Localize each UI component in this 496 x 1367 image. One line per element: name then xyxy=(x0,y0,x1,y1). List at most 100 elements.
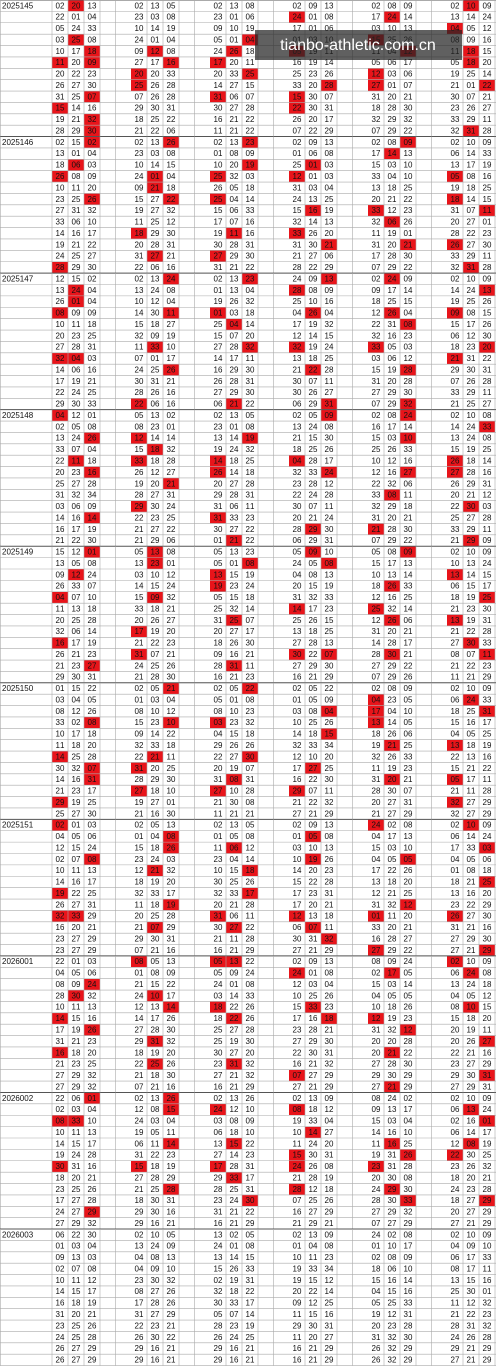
hit-cell xyxy=(479,421,495,433)
number-row: 16 18 19 xyxy=(56,1299,98,1308)
hit-cell xyxy=(147,557,163,569)
hit-cell xyxy=(226,1138,242,1150)
number-row: 13 24 08 xyxy=(451,434,493,443)
number-row: 30 32 07 xyxy=(56,764,98,773)
number-row: 17 28 30 xyxy=(372,252,414,261)
number-row: 24 09 13 xyxy=(293,274,335,283)
number-row: 28 25 31 xyxy=(214,1185,256,1194)
number-row: 20 27 31 xyxy=(372,798,414,807)
number-row: 33 20 28 xyxy=(293,81,335,90)
number-row: 12 03 04 xyxy=(293,980,335,989)
hit-cell xyxy=(479,648,495,661)
hit-cell xyxy=(68,34,84,46)
hit-cell xyxy=(210,193,226,205)
number-row: 18 20 21 xyxy=(56,1173,98,1182)
number-row: 28 29 30 xyxy=(56,126,98,135)
number-row: 27 21 29 xyxy=(293,809,335,818)
number-row: 22 27 30 xyxy=(214,752,256,761)
number-row: 02 15 02 xyxy=(56,138,98,147)
number-row: 30 07 11 xyxy=(293,502,335,511)
number-row: 18 22 26 xyxy=(214,1003,256,1012)
number-row: 10 14 27 xyxy=(293,1128,335,1137)
number-row: 27 31 32 xyxy=(56,206,98,215)
number-row: 06 24 08 xyxy=(451,969,493,978)
number-row: 04 17 13 xyxy=(372,832,414,841)
hit-cell xyxy=(463,637,479,649)
number-row: 17 24 14 xyxy=(372,13,414,22)
number-row: 25 26 15 xyxy=(293,616,335,625)
number-row: 22 32 06 xyxy=(372,479,414,488)
number-row: 31 32 12 xyxy=(372,1025,414,1034)
hit-cell xyxy=(163,477,179,490)
number-row: 02 07 08 xyxy=(56,855,98,864)
number-row: 02 05 22 xyxy=(293,684,335,693)
number-row: 21 01 22 xyxy=(451,81,493,90)
number-row: 17 19 20 xyxy=(135,627,177,636)
watermark-box xyxy=(255,30,462,60)
number-row: 14 17 23 xyxy=(293,604,335,613)
number-row: 29 19 25 xyxy=(56,798,98,807)
number-row: 29 30 31 xyxy=(293,1321,335,1330)
number-row: 15 07 20 xyxy=(214,331,256,340)
hit-cell xyxy=(463,534,479,547)
number-row: 02 10 09 xyxy=(451,1,493,10)
number-row: 19 15 12 xyxy=(293,1276,335,1285)
number-row: 13 24 08 xyxy=(135,286,177,295)
hit-cell xyxy=(463,261,479,274)
number-row: 11 24 20 xyxy=(293,1139,335,1148)
number-row: 04 15 18 xyxy=(214,730,256,739)
hit-cell xyxy=(242,887,258,900)
number-row: 20 23 28 xyxy=(372,1321,414,1330)
hit-cell xyxy=(84,512,100,524)
hit-cell xyxy=(305,204,321,217)
number-row: 29 07 11 xyxy=(293,787,335,796)
number-row: 15 16 14 xyxy=(372,1276,414,1285)
hit-cell xyxy=(479,1069,495,1082)
period-id: 2025151 xyxy=(2,821,34,830)
number-row: 23 25 26 xyxy=(56,195,98,204)
number-row: 13 05 08 xyxy=(56,559,98,568)
number-row: 24 23 28 xyxy=(451,1185,493,1194)
hit-cell xyxy=(447,193,463,205)
number-row: 17 14 13 xyxy=(372,149,414,158)
hit-cell xyxy=(305,546,321,558)
hit-cell xyxy=(400,546,416,558)
number-row: 30 28 31 xyxy=(214,240,256,249)
number-row: 07 26 28 xyxy=(451,377,493,386)
number-row: 12 21 32 xyxy=(135,866,177,875)
number-row: 33 07 04 xyxy=(56,445,98,454)
number-row: 10 19 26 xyxy=(293,855,335,864)
number-row: 20 27 29 xyxy=(451,1208,493,1217)
number-row: 07 26 28 xyxy=(135,92,177,101)
hit-cell xyxy=(479,284,495,296)
number-row: 31 33 23 xyxy=(214,513,256,522)
hit-cell xyxy=(242,159,258,171)
number-row: 22 24 28 xyxy=(293,491,335,500)
number-row: 32 33 18 xyxy=(135,741,177,750)
number-row: 18 26 30 xyxy=(214,639,256,648)
number-row: 27 28 32 xyxy=(214,343,256,352)
number-row: 16 21 29 xyxy=(293,673,335,682)
number-row: 02 20 13 xyxy=(56,1,98,10)
number-row: 16 21 29 xyxy=(214,1082,256,1091)
hit-cell xyxy=(163,273,179,285)
number-row: 17 19 21 xyxy=(56,377,98,386)
number-row: 33 29 11 xyxy=(451,115,493,124)
number-row: 26 18 14 xyxy=(451,456,493,465)
hit-cell xyxy=(52,56,68,69)
number-row: 07 25 26 xyxy=(293,1196,335,1205)
number-row: 31 20 21 xyxy=(372,627,414,636)
number-row: 20 27 28 xyxy=(214,479,256,488)
number-row: 20 33 25 xyxy=(214,70,256,79)
number-row: 06 14 24 xyxy=(451,832,493,841)
number-row: 23 04 14 xyxy=(214,855,256,864)
number-row: 18 25 26 xyxy=(293,445,335,454)
number-row: 18 20 21 xyxy=(451,1173,493,1182)
number-row: 21 25 28 xyxy=(135,1185,177,1194)
number-row: 14 30 11 xyxy=(135,309,177,318)
hit-cell xyxy=(147,45,163,57)
number-row: 14 16 10 xyxy=(372,1128,414,1137)
number-row: 27 29 22 xyxy=(372,661,414,670)
number-row: 02 10 09 xyxy=(451,1094,493,1103)
number-row: 04 05 06 xyxy=(451,855,493,864)
